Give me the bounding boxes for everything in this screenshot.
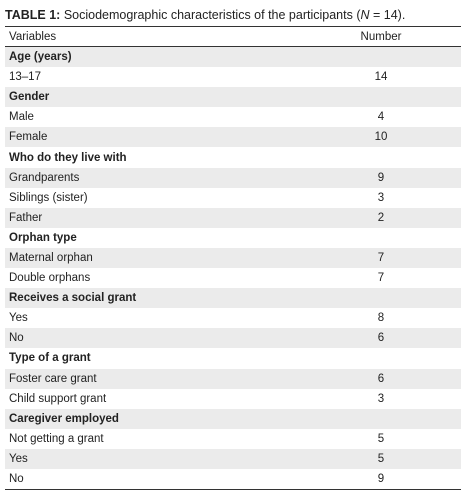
empty-cell — [317, 87, 461, 107]
caption-text: = 14). — [369, 8, 406, 22]
table-row: Double orphans 7 — [5, 268, 461, 288]
table-row: Maternal orphan 7 — [5, 247, 461, 269]
row-value: 14 — [374, 71, 388, 84]
row-label: 13–17 — [9, 71, 41, 84]
row-label: Yes — [9, 452, 28, 465]
table-row: Gender — [5, 87, 461, 108]
section-title: Age (years) — [9, 51, 72, 64]
row-value: 2 — [377, 211, 385, 224]
table-row: Age (years) — [5, 46, 461, 68]
section-title: Orphan type — [9, 231, 77, 244]
row-label: No — [5, 468, 317, 491]
row-value: 6 — [377, 372, 385, 385]
table-row: Male 4 — [5, 107, 461, 127]
row-label: No — [9, 332, 24, 345]
row-label: Child support grant — [9, 392, 107, 405]
row-label: Male — [9, 111, 34, 124]
row-value: 3 — [377, 191, 385, 204]
row-label: Father — [9, 211, 43, 224]
row-label: Double orphans — [9, 272, 91, 285]
row-label: Not getting a grant — [9, 432, 104, 445]
section-title: Caregiver employed — [9, 412, 119, 425]
row-value: 4 — [377, 111, 385, 124]
table-row: Father 2 — [5, 207, 461, 228]
caption-italic: N — [360, 8, 370, 22]
row-value: 5 — [377, 432, 385, 445]
section-title: Receives a social grant — [9, 292, 137, 305]
row-value: 9 — [317, 468, 461, 491]
table-row: Caregiver employed — [5, 408, 461, 429]
table-row: No 9 — [5, 468, 461, 491]
header-cell: Variables — [5, 27, 317, 47]
empty-cell — [317, 228, 461, 248]
row-value: 9 — [377, 171, 385, 184]
row-value: 8 — [377, 312, 385, 325]
table-block: TABLE 1: Sociodemographic characteristic… — [5, 4, 461, 491]
table-row: Who do they live with — [5, 147, 461, 167]
table-row: Receives a social grant — [5, 288, 461, 309]
empty-cell — [317, 348, 461, 368]
row-label: Foster care grant — [9, 372, 97, 385]
table-row: No 6 — [5, 328, 461, 349]
header-cell: Number — [317, 27, 461, 47]
row-value: 6 — [377, 332, 385, 345]
empty-cell — [317, 288, 461, 308]
section-title: Gender — [9, 91, 50, 104]
table-row: Child support grant 3 — [5, 389, 461, 409]
header-row: Variables Number — [5, 27, 461, 47]
row-label: Siblings (sister) — [9, 191, 88, 204]
table: Variables Number Age (years) 13–17 14 Gende… — [5, 27, 461, 491]
table-row: Yes 5 — [5, 448, 461, 469]
row-value: 10 — [374, 131, 388, 144]
empty-cell — [317, 47, 461, 68]
row-value: 5 — [377, 452, 385, 465]
row-label: Grandparents — [9, 171, 80, 184]
empty-cell — [317, 409, 461, 429]
row-value: 3 — [377, 392, 385, 405]
row-label: Female — [9, 131, 48, 144]
caption-label: TABLE 1: — [5, 8, 61, 22]
table-row: Grandparents 9 — [5, 167, 461, 188]
caption-text: Sociodemographic characteristics of the … — [63, 8, 361, 22]
table-row: Siblings (sister) 3 — [5, 188, 461, 208]
table-row: Yes 8 — [5, 308, 461, 328]
table-row: Not getting a grant 5 — [5, 429, 461, 449]
table-body: Age (years) 13–17 14 Gender Male 4 Female 10 Who… — [5, 46, 461, 491]
section-title: Type of a grant — [9, 352, 91, 365]
table-row: 13–17 14 — [5, 67, 461, 87]
row-label: Maternal orphan — [9, 251, 93, 264]
row-value: 7 — [377, 251, 385, 264]
table-row: Foster care grant 6 — [5, 368, 461, 389]
caption: TABLE 1: Sociodemographic characteristic… — [5, 4, 461, 27]
table-row: Type of a grant — [5, 348, 461, 368]
table-row: Orphan type — [5, 228, 461, 248]
row-value: 7 — [377, 272, 385, 285]
section-title: Who do they live with — [9, 151, 127, 164]
table-row: Female 10 — [5, 127, 461, 148]
row-label: Yes — [9, 312, 28, 325]
empty-cell — [317, 147, 461, 167]
